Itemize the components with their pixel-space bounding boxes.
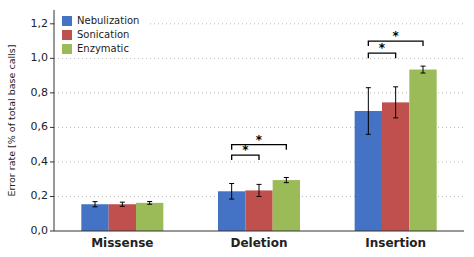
bar	[109, 204, 136, 231]
y-tick	[50, 58, 54, 59]
bar	[409, 70, 436, 231]
legend-label: Nebulization	[77, 15, 139, 26]
y-tick-label: 0,6	[31, 120, 49, 133]
error-bar	[229, 184, 234, 200]
legend-label: Sonication	[77, 29, 129, 40]
error-bar	[93, 202, 98, 207]
bar	[382, 102, 409, 231]
x-tick-label: Missense	[91, 236, 153, 250]
y-tick	[50, 92, 54, 93]
error-bar	[120, 202, 125, 206]
legend-label: Enzymatic	[77, 43, 129, 54]
y-tick-label: 0,8	[31, 86, 49, 99]
y-tick-label: 1,0	[31, 51, 49, 64]
grid-line	[54, 92, 464, 93]
y-tick	[50, 127, 54, 128]
legend-swatch	[62, 44, 72, 54]
bar	[273, 180, 300, 231]
y-tick	[50, 23, 54, 24]
legend: Nebulization Sonication Enzymatic	[58, 12, 147, 58]
significance-label: *	[393, 29, 400, 43]
error-bar	[421, 66, 426, 73]
background	[0, 0, 474, 257]
bar	[81, 204, 108, 231]
error-bar	[284, 177, 289, 182]
bars	[81, 66, 436, 231]
error-bar	[257, 184, 262, 196]
y-tick	[50, 196, 54, 197]
x-tick-label: Insertion	[365, 236, 426, 250]
error-bar	[147, 201, 152, 204]
legend-swatch	[62, 16, 72, 26]
significance-label: *	[379, 41, 386, 55]
x-axis	[54, 231, 464, 232]
y-tick-label: 0,0	[31, 224, 49, 237]
y-tick-label: 0,4	[31, 155, 49, 168]
y-tick	[50, 161, 54, 162]
error-bar	[366, 88, 371, 135]
y-axis-label: Error rate [% of total base calls]	[6, 45, 17, 197]
significance-label: *	[256, 133, 263, 147]
y-tick-label: 0,2	[31, 189, 49, 202]
legend-swatch	[62, 30, 72, 40]
legend-background	[58, 12, 147, 58]
y-axis	[54, 10, 55, 231]
bar	[136, 203, 163, 231]
y-tick	[50, 231, 54, 232]
x-tick-label: Deletion	[231, 236, 288, 250]
error-bar	[393, 87, 398, 118]
chart: 0,0 0,2 0,4 0,6 0,8 1,0 1,2 Missense Deletion Ins…	[0, 0, 474, 257]
y-tick-label: 1,2	[31, 17, 49, 30]
